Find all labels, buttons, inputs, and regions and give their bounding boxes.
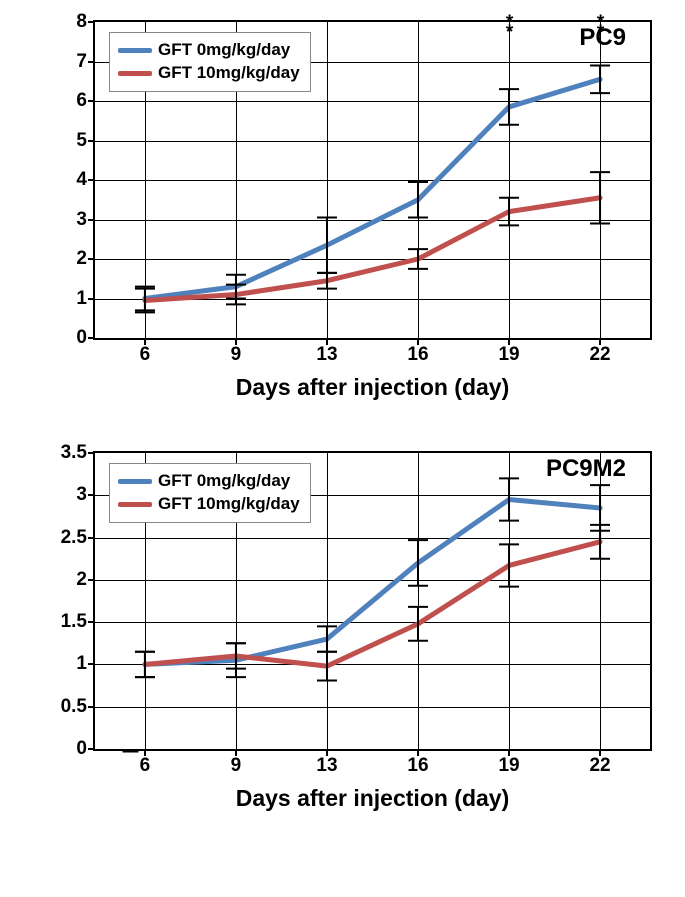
tick-label-y: 0 — [76, 327, 95, 349]
tick-label-x: 16 — [407, 749, 428, 777]
legend: GFT 0mg/kg/dayGFT 10mg/kg/day — [109, 463, 311, 523]
tick-label-x: 16 — [407, 338, 428, 366]
tick-label-y: 7 — [76, 51, 95, 73]
chart-title: PC9M2 — [546, 455, 626, 483]
error-bar — [408, 607, 428, 641]
plot-area: 0123456786913161922****PC9GFT 0mg/kg/day… — [93, 20, 652, 340]
significance-marker: ** — [506, 18, 512, 39]
legend-label: GFT 10mg/kg/day — [158, 62, 300, 85]
tick-label-y: 0 — [76, 738, 95, 760]
tick-label-y: 1 — [76, 653, 95, 675]
tick-label-x: 22 — [589, 338, 610, 366]
error-bar — [317, 218, 337, 273]
legend-label: GFT 0mg/kg/day — [158, 470, 290, 493]
plot-area: 00.511.522.533.56913161922PC9M2GFT 0mg/k… — [93, 451, 652, 751]
tick-label-x: 19 — [498, 749, 519, 777]
legend-swatch — [118, 48, 152, 53]
tick-label-x: 6 — [140, 749, 151, 777]
tick-label-x: 13 — [316, 749, 337, 777]
x-axis-label: Days after injection (day) — [93, 374, 652, 401]
error-bar — [408, 540, 428, 586]
tick-label-y: 2.5 — [61, 527, 95, 549]
tick-label-x: 13 — [316, 338, 337, 366]
series-line — [145, 79, 600, 298]
tick-label-x: 6 — [140, 338, 151, 366]
tick-label-y: 3 — [76, 209, 95, 231]
tick-label-y: 5 — [76, 130, 95, 152]
tick-label-x: 9 — [231, 338, 242, 366]
tick-label-y: 3 — [76, 484, 95, 506]
tick-label-y: 1.5 — [61, 611, 95, 633]
legend-item: GFT 0mg/kg/day — [118, 470, 300, 493]
legend-item: GFT 10mg/kg/day — [118, 62, 300, 85]
tick-label-y: 3.5 — [61, 442, 95, 464]
chart-pc9m2: Ratio of tumor volume00.511.522.533.5691… — [15, 451, 670, 812]
legend-swatch — [118, 71, 152, 76]
chart-title: PC9 — [579, 24, 626, 52]
tick-label-x: 22 — [589, 749, 610, 777]
legend-label: GFT 10mg/kg/day — [158, 493, 300, 516]
error-bar — [408, 182, 428, 218]
tick-label-y: 6 — [76, 90, 95, 112]
legend-item: GFT 10mg/kg/day — [118, 493, 300, 516]
legend-swatch — [118, 479, 152, 484]
legend: GFT 0mg/kg/dayGFT 10mg/kg/day — [109, 32, 311, 92]
tick-label-x: 9 — [231, 749, 242, 777]
tick-label-y: 0.5 — [61, 696, 95, 718]
series-line — [145, 198, 600, 301]
tick-label-y: 2 — [76, 248, 95, 270]
tick-label-x: 19 — [498, 338, 519, 366]
legend-item: GFT 0mg/kg/day — [118, 39, 300, 62]
chart-pc9: Ratio of tumor volume0123456786913161922… — [15, 20, 670, 401]
legend-label: GFT 0mg/kg/day — [158, 39, 290, 62]
tick-label-y: 8 — [76, 11, 95, 33]
tick-label-y: 4 — [76, 169, 95, 191]
tick-label-y: 1 — [76, 288, 95, 310]
tick-label-y: 2 — [76, 569, 95, 591]
series-line — [145, 500, 600, 665]
x-axis-label: Days after injection (day) — [93, 785, 652, 812]
legend-swatch — [118, 502, 152, 507]
